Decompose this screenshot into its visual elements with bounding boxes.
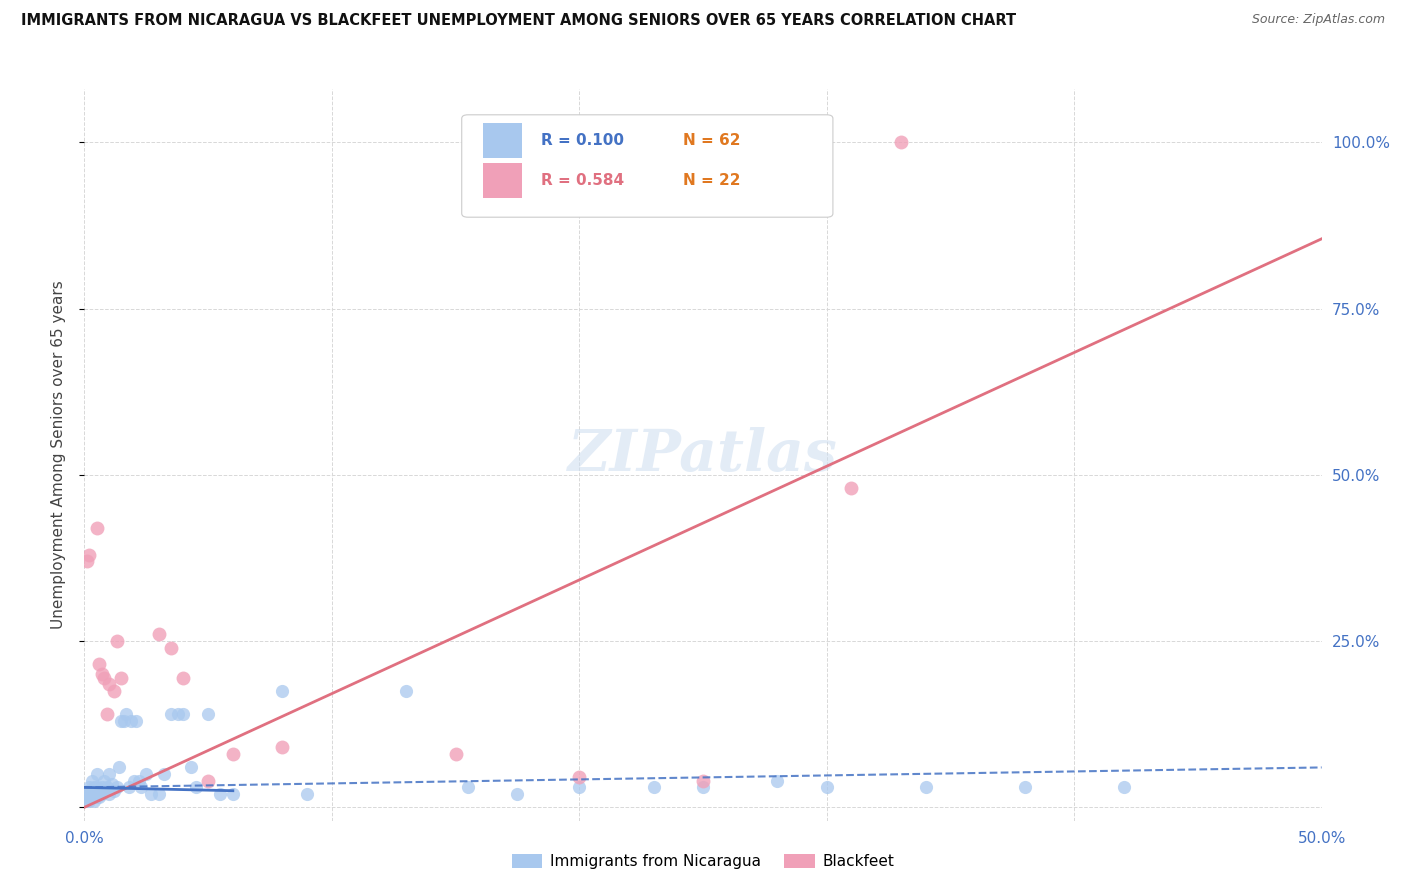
Point <box>83 787 105 801</box>
Point <box>76 783 98 797</box>
Text: N = 62: N = 62 <box>683 133 741 148</box>
Point <box>128 773 150 788</box>
Point <box>89 790 111 805</box>
Bar <box>482 163 523 198</box>
Point <box>222 787 245 801</box>
Point <box>184 780 207 795</box>
Point <box>222 747 245 761</box>
FancyBboxPatch shape <box>461 115 832 218</box>
Point <box>115 707 138 722</box>
Point <box>135 767 157 781</box>
Point <box>457 780 479 795</box>
Point <box>152 767 174 781</box>
Point <box>105 634 128 648</box>
Point <box>89 657 111 672</box>
Point <box>110 671 132 685</box>
Point <box>90 667 112 681</box>
Point <box>76 790 98 805</box>
Point <box>141 787 163 801</box>
Point <box>295 787 318 801</box>
Point <box>692 780 714 795</box>
Point <box>86 790 108 805</box>
Point <box>79 548 101 562</box>
Point <box>120 714 142 728</box>
Point <box>160 707 183 722</box>
Point <box>108 760 131 774</box>
Point <box>105 780 128 795</box>
Point <box>172 707 194 722</box>
Point <box>93 671 115 685</box>
Point <box>197 707 219 722</box>
Point <box>80 790 103 805</box>
Point <box>93 783 115 797</box>
Point <box>79 787 101 801</box>
Point <box>100 777 122 791</box>
Y-axis label: Unemployment Among Seniors over 65 years: Unemployment Among Seniors over 65 years <box>51 281 66 629</box>
Point <box>80 783 103 797</box>
Point <box>110 714 132 728</box>
Bar <box>482 123 523 158</box>
Point <box>148 627 170 641</box>
Point <box>172 671 194 685</box>
Point <box>76 554 98 568</box>
Point <box>79 780 101 795</box>
Point <box>86 767 108 781</box>
Point <box>568 771 591 785</box>
Point <box>89 783 111 797</box>
Point <box>209 787 232 801</box>
Point <box>180 760 202 774</box>
Point <box>103 684 125 698</box>
Point <box>568 780 591 795</box>
Point <box>98 677 121 691</box>
Text: ZIPatlas: ZIPatlas <box>568 426 838 483</box>
Point <box>76 794 98 808</box>
Point <box>112 714 135 728</box>
Point <box>80 773 103 788</box>
Legend: Immigrants from Nicaragua, Blackfeet: Immigrants from Nicaragua, Blackfeet <box>506 848 900 875</box>
Point <box>86 521 108 535</box>
Point <box>148 787 170 801</box>
Text: Source: ZipAtlas.com: Source: ZipAtlas.com <box>1251 13 1385 27</box>
Point <box>1014 780 1036 795</box>
Point <box>766 773 789 788</box>
Text: IMMIGRANTS FROM NICARAGUA VS BLACKFEET UNEMPLOYMENT AMONG SENIORS OVER 65 YEARS : IMMIGRANTS FROM NICARAGUA VS BLACKFEET U… <box>21 13 1017 29</box>
Point <box>692 773 714 788</box>
Point <box>79 794 101 808</box>
Point <box>96 780 118 795</box>
Point <box>1112 780 1135 795</box>
Point <box>86 780 108 795</box>
Point <box>96 707 118 722</box>
Point <box>83 780 105 795</box>
Point <box>98 787 121 801</box>
Text: R = 0.100: R = 0.100 <box>541 133 624 148</box>
Point <box>90 787 112 801</box>
Point <box>815 780 838 795</box>
Point <box>129 780 152 795</box>
Point <box>90 780 112 795</box>
Text: R = 0.584: R = 0.584 <box>541 173 624 188</box>
Text: N = 22: N = 22 <box>683 173 741 188</box>
Point <box>160 640 183 655</box>
Point <box>83 794 105 808</box>
Point <box>98 767 121 781</box>
Point <box>841 481 863 495</box>
Point <box>444 747 467 761</box>
Point <box>103 783 125 797</box>
Point <box>118 780 141 795</box>
Point <box>506 787 529 801</box>
Point <box>395 684 418 698</box>
Point <box>914 780 936 795</box>
Point <box>643 780 665 795</box>
Point <box>122 773 145 788</box>
Point <box>93 773 115 788</box>
Point <box>125 714 148 728</box>
Point <box>271 684 294 698</box>
Point <box>197 773 219 788</box>
Point <box>271 740 294 755</box>
Point <box>167 707 190 722</box>
Point <box>890 136 912 150</box>
